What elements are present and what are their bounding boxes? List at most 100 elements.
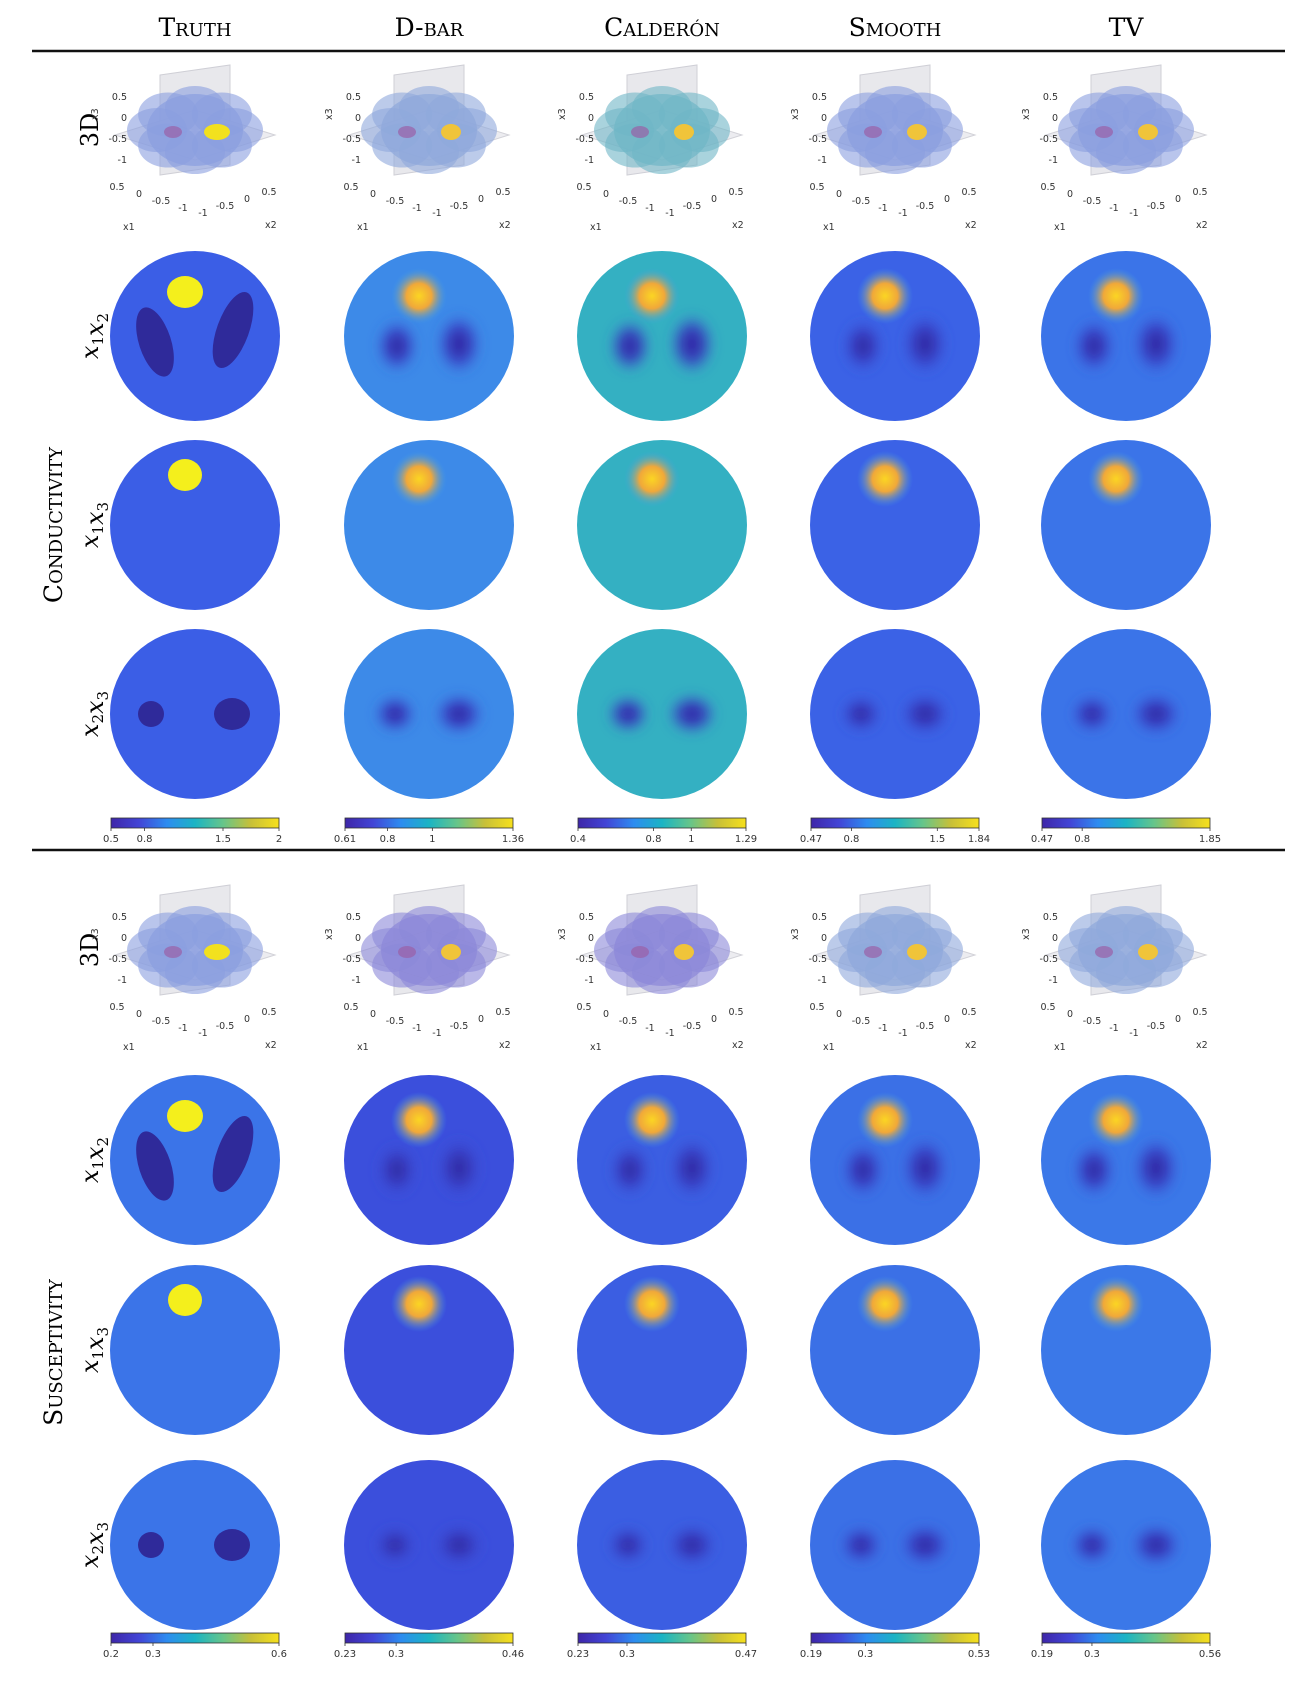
inclusion-cold [435,1525,483,1565]
x3-tick: -0.5 [808,954,827,965]
3d-cold-inclusion [631,946,649,958]
x2-tick: 0 [944,1014,950,1025]
slice-panel [110,440,280,610]
x2-tick: -1 [665,208,674,219]
x2-tick: 0 [944,194,950,205]
slice-disk [577,629,747,799]
x2-tick: 0 [711,194,717,205]
3d-body [1078,94,1174,166]
x2-tick: -0.5 [683,201,702,212]
x3-tick: 0.5 [346,92,361,103]
x3-label: x3 [557,108,568,120]
inclusion-cold [1072,1527,1112,1563]
3d-cold-inclusion [398,126,416,138]
x3-label: x3 [324,108,335,120]
x2-tick: -1 [198,208,207,219]
x1-tick: -0.5 [152,1016,171,1027]
inclusion-cold [1134,314,1178,374]
inclusion-hot [1088,1276,1144,1332]
x1-label: x1 [1054,222,1066,233]
x2-tick: 0.5 [1192,187,1207,198]
slice-disk [344,1460,514,1630]
x2-tick: 0 [478,1014,484,1025]
slice-panel [110,251,280,421]
column-header: Truth [158,13,231,42]
slice-disk [577,440,747,610]
inclusion-hot [624,268,680,324]
x3-tick: 0.5 [1043,912,1058,923]
x1-tick: 0.5 [343,182,358,193]
3d-hot-inclusion [1138,124,1158,140]
inclusion-cold [608,1527,648,1563]
x1-label: x1 [357,1042,369,1053]
slice-disk [1041,1265,1211,1435]
slice-panel [1041,251,1211,421]
slice-panel [810,251,980,421]
slice-disk [110,440,280,610]
column-header: D-bar [395,13,464,42]
3d-body [381,914,477,986]
x3-tick: 0.5 [812,92,827,103]
x3-tick: -0.5 [575,134,594,145]
3d-hot-inclusion [204,124,230,140]
x1-tick: 0.5 [576,1002,591,1013]
x1-label: x1 [357,222,369,233]
x2-tick: 0 [478,194,484,205]
inclusion-hot [391,268,447,324]
colorbar-tick-label: 0.47 [800,834,822,845]
x2-label: x2 [499,220,511,231]
x2-tick: 0.5 [728,1007,743,1018]
x2-tick: -1 [665,1028,674,1039]
x3-tick: -1 [818,155,827,166]
x3-tick: -1 [818,975,827,986]
inclusion-hot [1088,268,1144,324]
colorbar-tick-label: 0.4 [570,834,586,845]
x2-tick: 0 [244,1014,250,1025]
3d-cold-inclusion [1095,126,1113,138]
slice-disk [1041,1460,1211,1630]
x2-tick: 0.5 [495,187,510,198]
x1-tick: -0.5 [852,1016,871,1027]
slice-panel [577,1460,747,1630]
colorbar-tick-label: 0.8 [380,834,396,845]
x1-tick: -1 [412,1023,421,1034]
slice-panel [344,629,514,799]
x3-tick: 0 [821,113,827,124]
colorbar: 0.47 0.8 1.85 [1031,817,1221,845]
3d-body [614,914,710,986]
slice-disk [577,1265,747,1435]
x1-tick: 0 [136,189,142,200]
colorbar-gradient [810,817,980,829]
inclusion-hot [168,459,202,491]
slice-disk [810,440,980,610]
inclusion-cold [841,1527,881,1563]
colorbar-tick-label: 0.19 [800,1649,822,1660]
x2-tick: 0.5 [961,187,976,198]
x3-tick: -1 [352,975,361,986]
3d-hot-inclusion [907,124,927,140]
x3-tick: -0.5 [1039,954,1058,965]
3d-cold-inclusion [398,946,416,958]
x3-label: x3 [557,928,568,940]
colorbar-tick-label: 0.3 [1084,1649,1100,1660]
inclusion-hot [391,1276,447,1332]
colorbar-tick-label: 0.3 [619,1649,635,1660]
3d-cold-inclusion [164,126,182,138]
slice-panel [577,629,747,799]
colorbar-tick-label: 1 [429,834,435,845]
slice-disk [110,1460,280,1630]
inclusion-cold [1134,1138,1178,1198]
slice-disk [1041,251,1211,421]
slice-panel [810,1460,980,1630]
x1-tick: 0.5 [809,182,824,193]
x1-tick: 0.5 [1040,182,1055,193]
x3-label: x3 [90,928,101,940]
colorbar-tick-label: 0.8 [137,834,153,845]
x2-tick: -0.5 [216,201,235,212]
x1-label: x1 [823,222,835,233]
x3-tick: -1 [352,155,361,166]
3d-panel: 0.5 0 -0.5 -1 x3 0.5 0 -0.5 -1 x1 -1 -0.5 0 0.5 x2 [790,884,977,1053]
inclusion-hot [391,1092,447,1148]
colorbar-tick-label: 0.3 [145,1649,161,1660]
